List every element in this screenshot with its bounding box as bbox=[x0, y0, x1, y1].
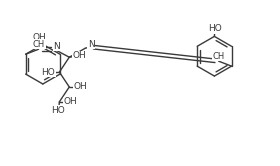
Text: HO: HO bbox=[41, 68, 55, 77]
Text: OH: OH bbox=[73, 51, 87, 60]
Text: HO: HO bbox=[52, 106, 65, 115]
Text: N: N bbox=[53, 42, 60, 51]
Text: HO: HO bbox=[209, 24, 222, 34]
Text: N: N bbox=[88, 40, 94, 49]
Text: OH: OH bbox=[33, 33, 47, 42]
Text: OH: OH bbox=[73, 83, 87, 91]
Text: CH: CH bbox=[33, 40, 45, 49]
Text: CH: CH bbox=[212, 52, 224, 61]
Text: OH: OH bbox=[64, 97, 78, 106]
